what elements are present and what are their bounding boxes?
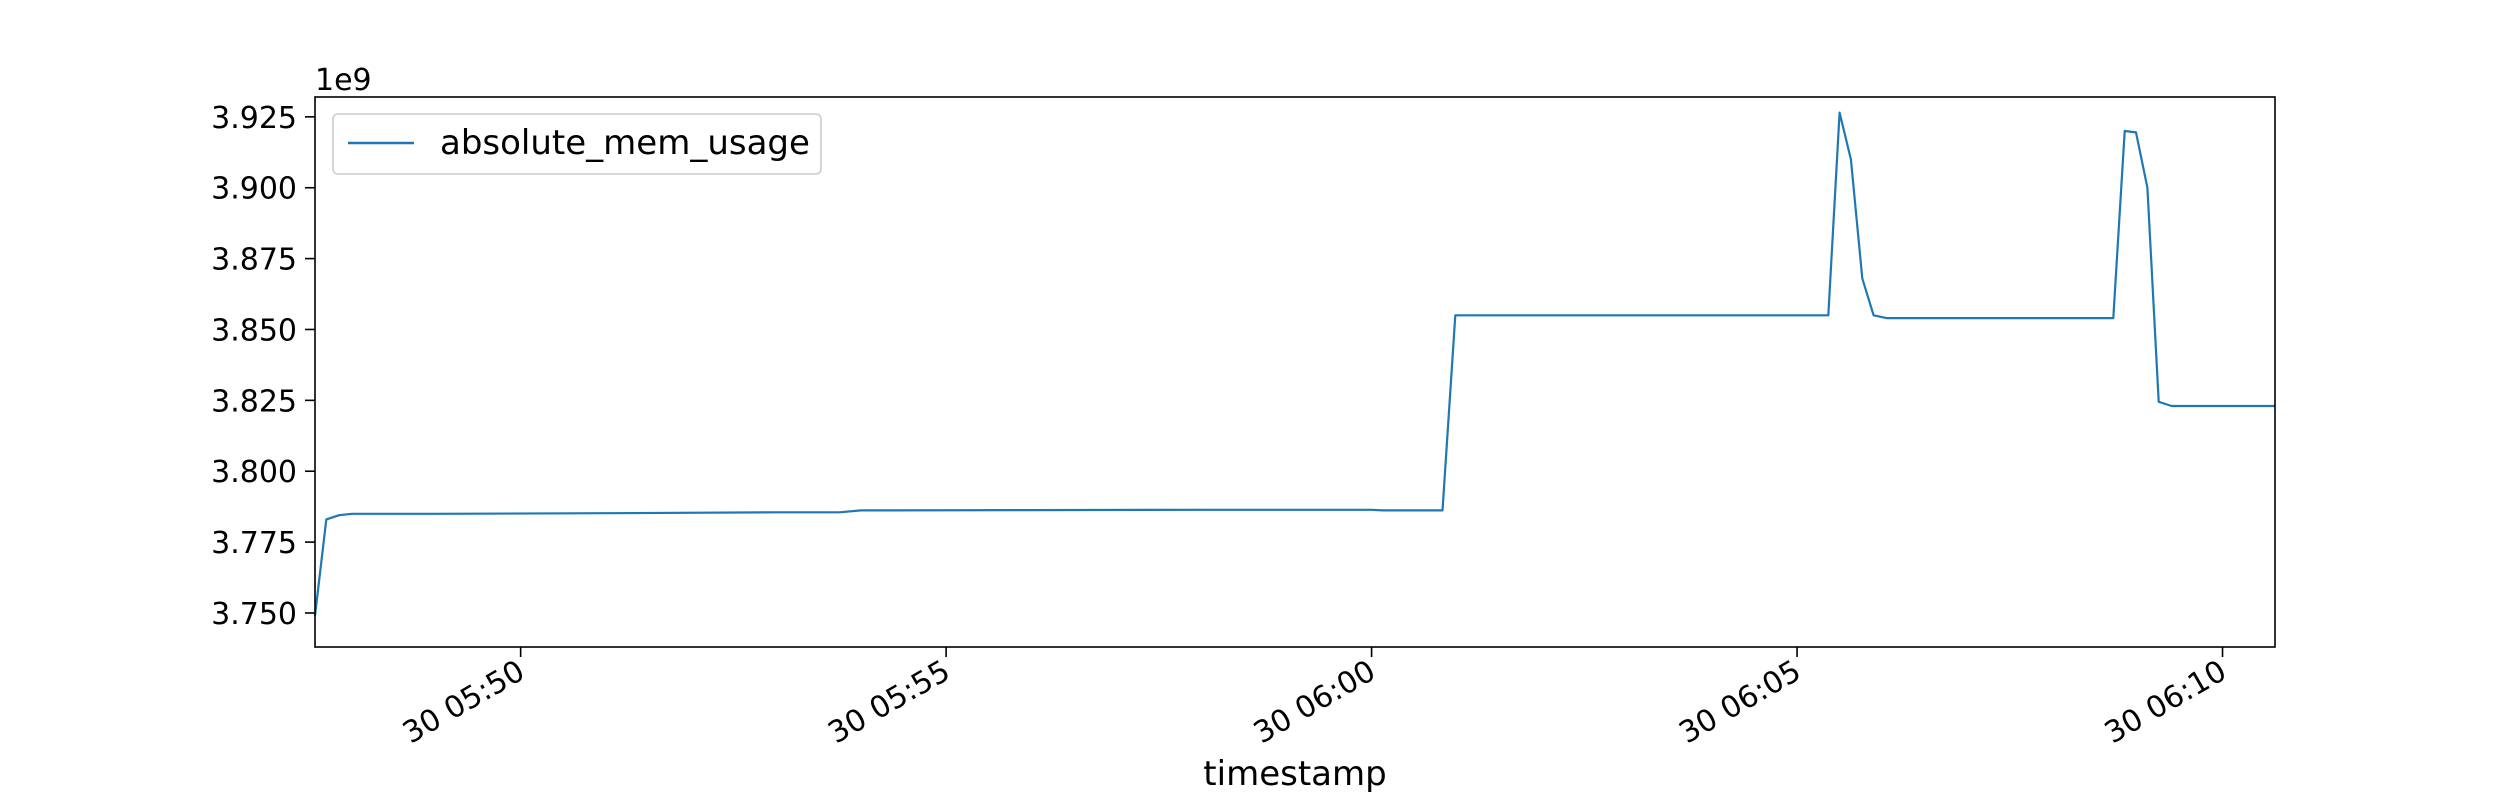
- x-tick-label: 30 06:10: [2099, 654, 2233, 751]
- x-tick-label: 30 05:50: [397, 654, 531, 751]
- legend-box: [332, 113, 822, 175]
- series-line-absolute-mem-usage: [313, 111, 2275, 616]
- x-tick-label: 30 06:00: [1248, 654, 1382, 751]
- y-tick-label: 3.850: [211, 313, 297, 348]
- y-tick-label: 3.800: [211, 455, 297, 490]
- x-tick-label: 30 05:55: [822, 654, 956, 751]
- plot-frame: [314, 96, 2276, 648]
- plot-area: [315, 97, 2275, 647]
- y-axis: 3.750 3.775 3.800 3.825 3.850 3.875 3.900 3.925: [211, 101, 315, 632]
- y-tick-label: 3.750: [211, 597, 297, 632]
- series-layer: [313, 111, 2275, 616]
- y-tick-label: 3.825: [211, 384, 297, 419]
- x-tick-label: 30 06:05: [1673, 654, 1807, 751]
- legend: absolute_mem_usage: [332, 113, 822, 175]
- y-offset-label: 1e9: [315, 63, 372, 98]
- x-axis-label: timestamp: [1203, 754, 1386, 794]
- x-axis: 30 05:50 30 05:55 30 06:00 30 06:05 30 06:10: [397, 647, 2233, 751]
- legend-label-absolute-mem-usage: absolute_mem_usage: [440, 123, 810, 163]
- y-tick-label: 3.925: [211, 101, 297, 136]
- y-tick-label: 3.775: [211, 526, 297, 561]
- y-tick-label: 3.900: [211, 172, 297, 207]
- y-tick-label: 3.875: [211, 243, 297, 278]
